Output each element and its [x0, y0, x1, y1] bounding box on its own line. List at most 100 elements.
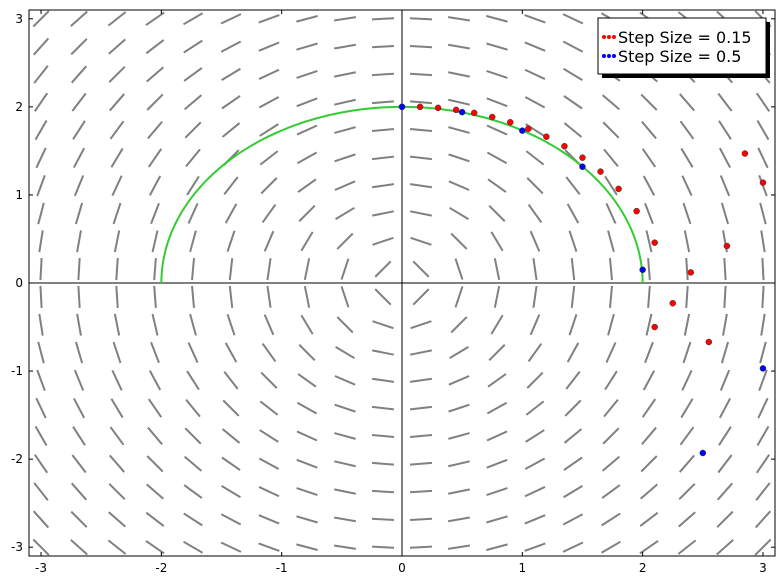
slope-segment	[529, 314, 541, 336]
slope-segment	[296, 458, 318, 469]
slope-segment	[33, 65, 49, 84]
slope-segment	[33, 454, 49, 474]
slope-segment	[722, 313, 728, 336]
slope-segment	[565, 371, 581, 390]
slope-segment	[450, 316, 468, 334]
slope-segment	[191, 285, 196, 308]
slope-segment	[112, 202, 122, 225]
slope-segment	[296, 401, 318, 415]
slope-segment	[760, 230, 766, 253]
slope-segment	[153, 285, 157, 308]
slope-segment	[525, 400, 545, 416]
slope-segment	[183, 94, 203, 111]
legend-label: Step Size = 0.15	[618, 28, 752, 47]
slope-segment	[447, 16, 471, 22]
slope-segment	[334, 153, 356, 163]
slope-segment	[336, 316, 354, 334]
slope-segment	[71, 65, 88, 84]
slope-segment	[449, 206, 469, 220]
slope-segment	[228, 285, 234, 308]
slope-segment	[296, 15, 318, 23]
slope-segment	[150, 202, 160, 225]
slope-segment	[524, 486, 546, 498]
slope-segment	[72, 147, 86, 169]
slope-segment	[147, 398, 163, 418]
slope-segment	[600, 540, 622, 554]
slope-segment	[761, 285, 765, 308]
slope-segment	[486, 430, 508, 442]
slope-segment	[448, 180, 470, 191]
slope-segment	[184, 427, 202, 445]
slope-segment	[71, 482, 88, 501]
slope-segment	[297, 178, 317, 193]
slope-segment	[115, 258, 119, 281]
slope-segment	[220, 541, 242, 553]
slope-segment	[529, 230, 541, 252]
slope-segment	[487, 178, 507, 193]
slope-segment	[486, 69, 508, 79]
slope-segment	[493, 285, 501, 308]
slope-segment	[412, 288, 430, 306]
legend-marker	[607, 35, 611, 39]
slope-segment	[641, 148, 657, 168]
data-point-step-0-5	[458, 108, 466, 116]
slope-segment	[34, 425, 48, 446]
slope-segment	[32, 37, 50, 56]
slope-segment	[146, 66, 164, 83]
slope-segment	[296, 97, 318, 108]
slope-segment	[186, 370, 200, 391]
slope-segment	[448, 460, 470, 468]
slope-segment	[410, 236, 432, 246]
slope-segment	[486, 487, 508, 497]
slope-segment	[371, 44, 395, 49]
slope-segment	[679, 426, 695, 446]
slope-segment	[148, 175, 162, 196]
data-point-step-0-5	[398, 103, 406, 111]
slope-segment	[296, 42, 318, 51]
slope-segment	[35, 397, 47, 419]
slope-segment	[108, 511, 126, 528]
slope-segment	[296, 124, 318, 136]
slope-segment	[184, 121, 202, 139]
slope-segment	[72, 120, 86, 140]
slope-segment	[371, 433, 395, 438]
ticks-layer: -3 -2 -1 0 1 2 3 -3 -2 -1 0 1 2 3	[11, 10, 775, 575]
slope-segment	[448, 432, 470, 440]
slope-segment	[107, 11, 127, 27]
slope-segment	[761, 258, 765, 281]
data-point-step-0-15	[434, 104, 442, 112]
data-point-step-0-15	[615, 185, 622, 193]
slope-segment	[146, 483, 164, 500]
legend-marker	[612, 35, 616, 39]
slope-segment	[755, 482, 771, 501]
slope-segment	[147, 121, 163, 140]
slope-segment	[756, 425, 770, 446]
slope-segment	[372, 236, 394, 246]
slope-segment	[189, 313, 197, 336]
slope-segment	[258, 514, 280, 525]
slope-segment	[562, 40, 584, 53]
slope-segment	[720, 341, 730, 364]
slope-segment	[602, 121, 620, 139]
slope-segment	[300, 314, 314, 335]
slope-segment	[145, 540, 165, 555]
slope-segment	[412, 260, 430, 278]
slope-segment	[565, 176, 581, 195]
slope-segment	[760, 313, 766, 336]
data-point-step-0-15	[741, 150, 749, 157]
slope-segment	[486, 151, 508, 165]
slope-segment	[333, 516, 357, 523]
slope-field	[32, 10, 772, 556]
slope-segment	[333, 16, 357, 22]
slope-segment	[70, 38, 88, 56]
x-tick-label: 1	[519, 561, 527, 575]
slope-segment	[448, 375, 470, 386]
slope-segment	[221, 456, 241, 471]
slope-segment	[524, 96, 546, 109]
slope-segment	[679, 120, 695, 140]
x-tick-label: -1	[276, 561, 288, 575]
legend-marker	[602, 54, 606, 58]
data-point-step-0-15	[579, 154, 586, 161]
slope-segment	[33, 92, 49, 112]
